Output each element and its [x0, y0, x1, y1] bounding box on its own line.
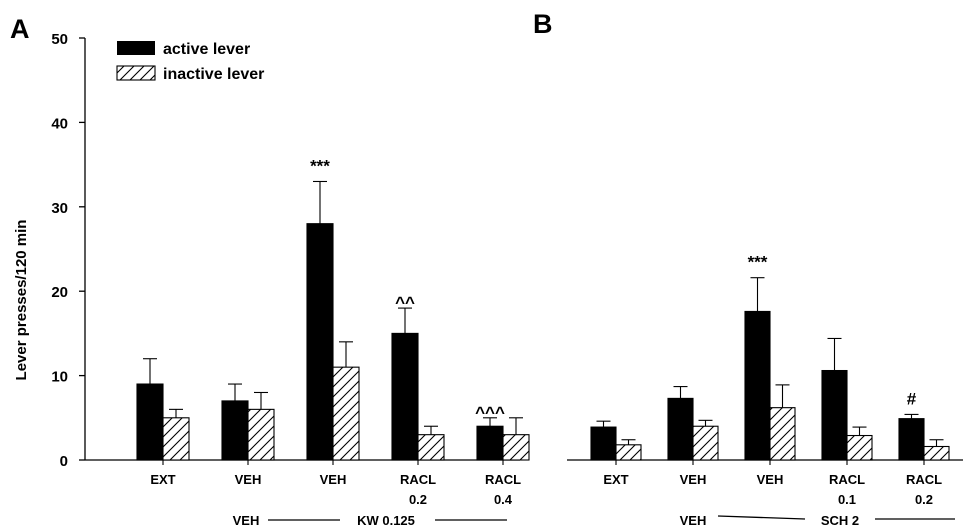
y-tick-label: 10 — [51, 369, 68, 386]
y-tick-label: 0 — [60, 453, 68, 470]
panel-b: B *** # EXT VEH VEH RACL 0.1 RACL 0.2 VEH SCH 2 — [533, 9, 963, 528]
bar-active — [667, 397, 694, 461]
category-label: RACL — [906, 472, 942, 487]
category-dose-label: 0.2 — [915, 492, 933, 507]
category-label: EXT — [603, 472, 628, 487]
category-label: VEH — [235, 472, 262, 487]
category-dose-label: 0.4 — [494, 492, 513, 507]
bar-active — [744, 310, 771, 461]
category-label: VEH — [757, 472, 784, 487]
category-dose-label: 0.2 — [409, 492, 427, 507]
panel-a-bars: ***^^^^^ — [136, 156, 530, 461]
bar-active — [391, 332, 419, 461]
panel-a: A Lever presses/120 min 0 10 20 30 40 50 *** ^… — [10, 14, 530, 528]
group-label-veh-a: VEH — [233, 513, 260, 528]
category-label: VEH — [320, 472, 347, 487]
bar-inactive — [502, 434, 530, 461]
significance-annotation: # — [907, 389, 917, 408]
bar-inactive — [162, 417, 190, 461]
category-label: RACL — [829, 472, 865, 487]
y-tick-label: 20 — [51, 284, 68, 301]
group-label-veh-b: VEH — [680, 513, 707, 528]
bar-active — [136, 383, 164, 461]
category-label: VEH — [680, 472, 707, 487]
significance-annotation: *** — [748, 253, 768, 272]
significance-annotation: *** — [310, 156, 330, 175]
group-line-b-left — [717, 515, 806, 520]
bar-active — [306, 223, 334, 461]
significance-annotation: ^^ — [395, 293, 415, 312]
y-axis-label: Lever presses/120 min — [13, 220, 30, 381]
y-tick-label: 30 — [51, 200, 68, 217]
bar-active — [821, 369, 848, 461]
group-label-sch: SCH 2 — [821, 513, 859, 528]
bar-inactive — [923, 445, 950, 461]
legend-swatch-inactive — [116, 65, 156, 81]
panel-a-categories: EXT VEH VEH RACL 0.2 RACL 0.4 — [150, 460, 521, 507]
bar-active — [898, 418, 925, 461]
bar-inactive — [332, 366, 360, 461]
bar-inactive — [417, 434, 445, 461]
y-tick-label: 50 — [51, 31, 68, 48]
y-axis-ticks: 0 10 20 30 40 50 — [51, 31, 85, 470]
panel-b-bars: *** # — [590, 253, 950, 461]
bar-inactive — [769, 407, 796, 461]
legend-swatch-active — [117, 41, 155, 55]
legend: active lever inactive lever — [116, 41, 264, 83]
significance-annotation: ^^^ — [475, 403, 505, 422]
legend-label-inactive: inactive lever — [163, 66, 264, 83]
group-label-kw: KW 0.125 — [357, 513, 415, 528]
category-label: EXT — [150, 472, 175, 487]
category-label: RACL — [485, 472, 521, 487]
legend-label-active: active lever — [163, 41, 250, 58]
category-label: RACL — [400, 472, 436, 487]
panel-b-categories: EXT VEH VEH RACL 0.1 RACL 0.2 — [603, 460, 942, 507]
bar-inactive — [615, 444, 642, 461]
bar-active — [221, 400, 249, 461]
category-dose-label: 0.1 — [838, 492, 856, 507]
panel-a-letter: A — [10, 14, 30, 44]
y-tick-label: 40 — [51, 115, 68, 132]
bar-inactive — [846, 434, 873, 461]
bar-active — [590, 426, 617, 461]
bar-active — [476, 425, 504, 461]
panel-b-letter: B — [533, 9, 553, 39]
bar-inactive — [247, 408, 275, 461]
bar-inactive — [692, 425, 719, 461]
